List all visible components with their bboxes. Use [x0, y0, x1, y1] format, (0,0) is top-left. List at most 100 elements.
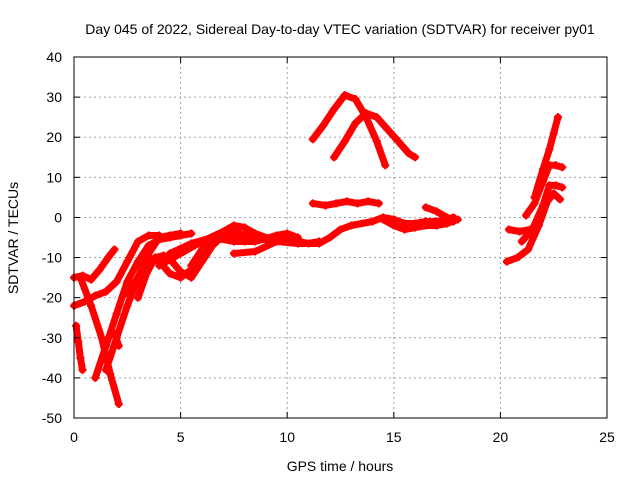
data-point [381, 161, 390, 170]
y-tick-label: 0 [54, 209, 62, 225]
x-tick-label: 5 [177, 429, 185, 445]
data-point [197, 257, 206, 266]
series-s3 [72, 322, 86, 374]
data-point [187, 239, 196, 248]
data-point [517, 237, 526, 246]
data-point [432, 221, 441, 230]
data-point [372, 137, 381, 146]
data-point [142, 269, 151, 278]
data-point [165, 269, 174, 278]
data-point [133, 293, 142, 302]
data-point [340, 137, 349, 146]
data-point [545, 145, 554, 154]
data-point [449, 217, 458, 226]
data-point [76, 273, 85, 282]
data-point [187, 261, 196, 270]
data-point [251, 247, 260, 256]
data-point [123, 289, 132, 298]
data-point [551, 181, 560, 190]
data-point [394, 137, 403, 146]
data-point [351, 95, 360, 104]
data-point [342, 197, 351, 206]
data-point [411, 153, 420, 162]
data-point [389, 221, 398, 230]
data-point [558, 163, 567, 172]
series-layer [70, 91, 567, 408]
data-point [110, 245, 119, 254]
data-point [319, 121, 328, 130]
x-tick-label: 25 [599, 429, 615, 445]
data-point [123, 257, 132, 266]
data-point [208, 237, 217, 246]
data-point [340, 91, 349, 100]
x-axis-label: GPS time / hours [287, 458, 394, 474]
y-tick-label: 40 [46, 49, 62, 65]
data-point [315, 239, 324, 248]
y-tick-label: 10 [46, 169, 62, 185]
data-point [332, 199, 341, 208]
data-point [187, 229, 196, 238]
series-s15 [422, 203, 457, 225]
data-point [432, 207, 441, 216]
data-point [379, 215, 388, 224]
data-point [91, 373, 100, 382]
data-point [114, 341, 123, 350]
data-point [133, 237, 142, 246]
data-point [308, 199, 317, 208]
data-point [353, 199, 362, 208]
data-point [104, 253, 113, 262]
y-tick-label: -30 [42, 330, 62, 346]
data-point [404, 149, 413, 158]
y-tick-label: 20 [46, 129, 62, 145]
data-point [521, 211, 530, 220]
data-point [219, 231, 228, 240]
data-point [187, 273, 196, 282]
y-tick-label: -50 [42, 410, 62, 426]
data-point [321, 201, 330, 210]
data-point [272, 237, 281, 246]
data-point [530, 193, 539, 202]
x-tick-label: 10 [279, 429, 295, 445]
y-tick-label: -20 [42, 290, 62, 306]
data-point [330, 153, 339, 162]
data-point [411, 223, 420, 232]
data-point [283, 229, 292, 238]
data-point [229, 233, 238, 242]
data-point [368, 217, 377, 226]
data-point [78, 365, 87, 374]
data-point [549, 189, 558, 198]
data-point [165, 249, 174, 258]
data-point [556, 195, 565, 204]
data-point [91, 291, 100, 300]
data-point [95, 265, 104, 274]
chart-title: Day 045 of 2022, Sidereal Day-to-day VTE… [85, 21, 595, 37]
data-point [443, 213, 452, 222]
data-point [112, 309, 121, 318]
data-point [240, 223, 249, 232]
data-point [87, 301, 96, 310]
data-point [155, 233, 164, 242]
data-point [176, 229, 185, 238]
data-point [101, 287, 110, 296]
data-point [133, 257, 142, 266]
data-point [240, 237, 249, 246]
data-point [229, 249, 238, 258]
data-point [114, 399, 123, 408]
data-point [551, 161, 560, 170]
data-point [144, 231, 153, 240]
data-point [229, 221, 238, 230]
data-point [155, 261, 164, 270]
data-point [347, 221, 356, 230]
data-point [362, 109, 371, 118]
data-point [112, 277, 121, 286]
data-point [330, 105, 339, 114]
data-point [421, 221, 430, 230]
data-point [123, 277, 132, 286]
data-point [72, 321, 81, 330]
data-point [539, 165, 548, 174]
data-point [513, 253, 522, 262]
data-point [524, 245, 533, 254]
y-tick-label: -40 [42, 370, 62, 386]
data-point [558, 183, 567, 192]
